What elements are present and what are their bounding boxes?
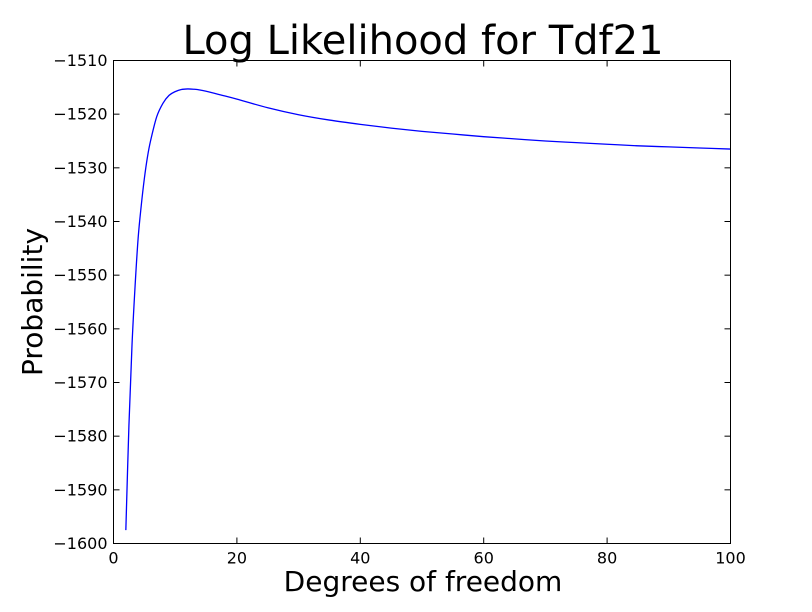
y-tick-label: −1550 — [53, 266, 107, 285]
y-tick-label: −1570 — [53, 373, 107, 392]
y-axis: −1600 −1590 −1580 −1570 −1560 −1550 −1540 −1530… — [53, 51, 731, 553]
y-tick-label: −1580 — [53, 427, 107, 446]
x-tick-label: 60 — [474, 549, 494, 568]
x-tick-label: 0 — [108, 549, 118, 568]
x-tick-label: 20 — [227, 549, 247, 568]
x-tick-label: 80 — [597, 549, 617, 568]
plot-area — [125, 88, 731, 531]
y-tick-label: −1560 — [53, 319, 107, 338]
x-axis: 0 20 40 60 80 100 — [108, 60, 746, 568]
y-tick-label: −1600 — [53, 534, 107, 553]
x-axis-label: Degrees of freedom — [284, 565, 563, 598]
x-tick-label: 100 — [715, 549, 746, 568]
y-tick-label: −1540 — [53, 212, 107, 231]
y-tick-label: −1520 — [53, 105, 107, 124]
y-tick-label: −1590 — [53, 480, 107, 499]
y-tick-label: −1530 — [53, 158, 107, 177]
y-axis-label: Probability — [16, 228, 49, 376]
x-tick-label: 40 — [350, 549, 370, 568]
y-tick-label: −1510 — [53, 51, 107, 70]
chart-title: Log Likelihood for Tdf21 — [182, 18, 663, 64]
plot-frame — [113, 60, 731, 544]
series-line — [125, 88, 731, 531]
